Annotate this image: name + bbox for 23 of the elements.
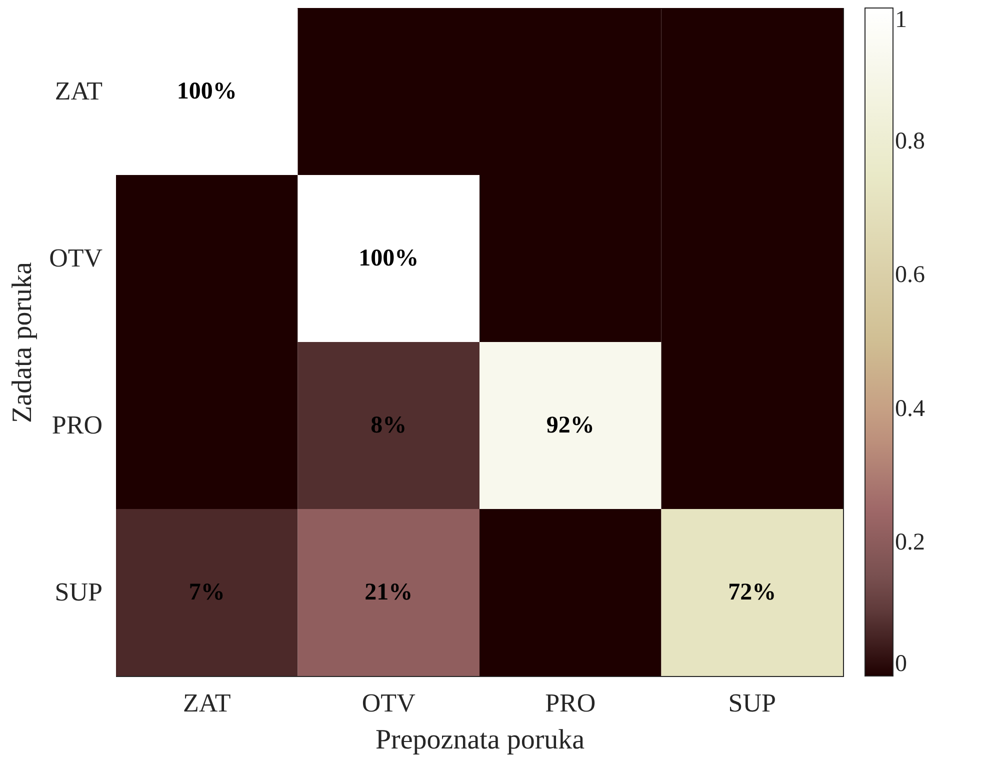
data-label: 8% [370, 412, 407, 438]
color-bar-label: 0 [895, 651, 907, 677]
x-tick-label: ZAT [183, 688, 231, 718]
data-label: 21% [364, 580, 413, 606]
y-tick-label: SUP [54, 578, 102, 606]
x-axis-title: Prepoznata poruka [375, 724, 586, 756]
color-bar-label: 0.8 [895, 128, 925, 155]
color-bar-label: 1 [895, 7, 907, 33]
x-tick-label: PRO [545, 688, 596, 718]
y-tick-label: OTV [49, 244, 103, 272]
color-bar-label: 0.2 [895, 529, 925, 556]
color-bar-label: 0.4 [895, 396, 925, 422]
y-tick-label: ZAT [54, 76, 103, 106]
x-tick-label: OTV [362, 688, 416, 718]
data-label: 100% [176, 78, 237, 104]
data-label: 72% [728, 580, 776, 606]
data-label: 7% [188, 580, 225, 606]
y-tick-label: PRO [52, 410, 102, 440]
data-label: 92% [546, 412, 594, 438]
data-label: 100% [358, 246, 419, 272]
x-tick-label: SUP [728, 688, 776, 718]
color-bar-label: 0.6 [895, 262, 925, 288]
y-axis-title: Zadata poruka [7, 261, 38, 423]
